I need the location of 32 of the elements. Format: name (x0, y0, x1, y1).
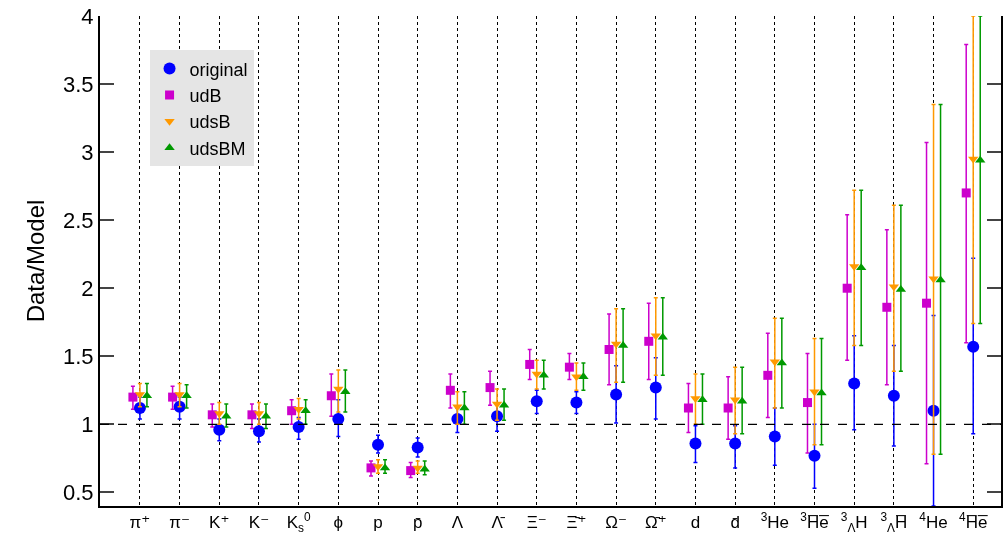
y-tick-label: 3 (81, 139, 94, 165)
y-tick-label: 4 (81, 3, 94, 29)
x-tick-label: d̄ (730, 513, 740, 533)
x-tick-label: Ξ̄⁺ (566, 513, 587, 533)
x-tick-label: $^{3}$He (760, 510, 789, 533)
x-tick-label: Ξ⁻ (526, 513, 547, 533)
x-tick-label: Λ (451, 513, 464, 533)
legend-label: udsBM (189, 138, 246, 159)
x-tick-label: p (373, 513, 383, 533)
y-tick-label: 3.5 (63, 71, 94, 97)
x-tick-label: π⁻ (169, 513, 190, 533)
legend-label: udsB (189, 112, 231, 133)
y-tick-label: 1 (81, 412, 94, 438)
x-tick-label: π⁺ (129, 513, 151, 533)
x-tick-label: $^{3}$H̅e̅ (800, 510, 830, 533)
y-tick-label: 2 (81, 275, 94, 301)
x-tick-label: $^{4}$He (919, 510, 948, 533)
x-tick-label: K⁺ (209, 513, 230, 533)
x-tick-label: Λ̄ (491, 513, 506, 533)
x-tick-label: Ω̄⁺ (644, 513, 667, 533)
x-tick-label: K⁻ (248, 513, 270, 533)
x-tick-label: Ω⁻ (605, 513, 627, 533)
y-tick-label: 1.5 (63, 343, 94, 369)
legend-label: original (189, 59, 248, 80)
x-tick-label: p̄ (412, 513, 423, 533)
x-tick-label: $^{4}$H̅e̅ (959, 510, 988, 533)
y-tick-label: 0.5 (63, 480, 94, 506)
y-tick-label: 2.5 (63, 207, 94, 233)
x-tick-label: d (690, 513, 701, 533)
legend-label: udB (189, 85, 222, 106)
y-axis-title: Data/Model (21, 199, 49, 323)
x-tick-label: ϕ (333, 513, 344, 533)
